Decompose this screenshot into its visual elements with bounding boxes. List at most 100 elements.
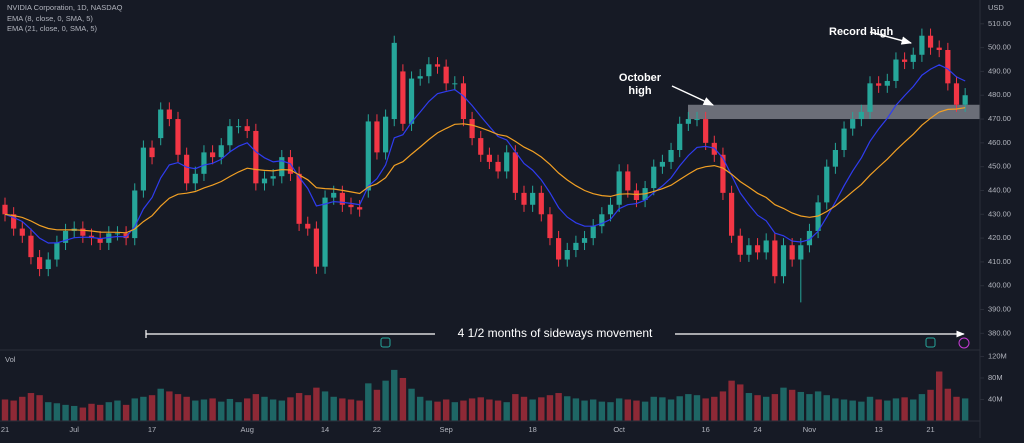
volume-bar	[425, 400, 433, 421]
volume-bar	[866, 396, 874, 421]
volume-bar	[278, 400, 285, 421]
candle-body	[365, 121, 371, 191]
earnings-icon[interactable]	[925, 337, 936, 348]
candle-body	[175, 119, 181, 155]
annotation: Record high	[829, 26, 893, 38]
candle-body	[417, 76, 423, 79]
volume-bar	[650, 396, 657, 421]
y2-tick-label: 120M	[988, 351, 1007, 360]
y2-tick-label: 80M	[988, 373, 1003, 382]
candle-body	[140, 147, 146, 191]
candle-body	[313, 228, 319, 267]
volume-bar	[849, 400, 856, 421]
candle-body	[590, 226, 596, 239]
candle-body	[962, 95, 968, 105]
candle-body	[158, 109, 164, 139]
candle-body	[556, 238, 562, 260]
volume-bar	[339, 398, 346, 421]
event-icon[interactable]	[958, 337, 970, 349]
candle-body	[132, 190, 138, 239]
candle-body	[927, 35, 934, 48]
candle-body	[244, 126, 250, 131]
volume-bar	[728, 380, 735, 421]
volume-bar	[754, 395, 761, 421]
volume-bar	[356, 400, 363, 421]
volume-bar	[780, 387, 787, 421]
volume-bar	[711, 396, 718, 421]
candle-body	[408, 78, 415, 124]
volume-bar	[45, 402, 52, 421]
candle-body	[884, 80, 890, 86]
volume-bar	[261, 396, 268, 421]
candle-body	[192, 173, 198, 184]
volume-bar	[615, 398, 623, 421]
volume-bar	[494, 400, 502, 421]
volume-bar	[321, 391, 329, 421]
x-tick-label: 16	[701, 425, 709, 434]
volume-bar	[131, 398, 138, 421]
y-tick-label: 440.00	[988, 185, 1011, 194]
volume-bar	[944, 388, 952, 421]
volume-bar	[399, 377, 407, 421]
volume-bar	[529, 399, 536, 421]
ema-line	[4, 107, 966, 234]
y-tick-label: 510.00	[988, 19, 1011, 28]
volume-bar	[148, 395, 156, 421]
candle-body	[374, 121, 380, 153]
currency-label: USD	[988, 3, 1004, 12]
candle-body	[564, 250, 570, 260]
candle-body	[166, 109, 172, 120]
volume-bar	[200, 399, 208, 421]
candle-body	[703, 119, 709, 143]
earnings-icon[interactable]	[380, 337, 391, 348]
candle-body	[218, 145, 224, 158]
candle-body	[659, 161, 665, 167]
annotation: October	[619, 72, 662, 84]
volume-bar	[96, 404, 104, 421]
y-tick-label: 500.00	[988, 43, 1011, 52]
y-tick-label: 450.00	[988, 162, 1011, 171]
volume-bar	[295, 393, 303, 421]
volume-bar	[788, 389, 796, 421]
chart-title: NVIDIA Corporation, 1D, NASDAQ	[7, 3, 123, 12]
volume-bar	[875, 399, 882, 421]
volume-bar	[269, 399, 277, 421]
volume-bar	[330, 396, 337, 421]
volume-bar	[304, 395, 311, 421]
volume-bar	[763, 396, 770, 421]
x-tick-label: 21	[1, 425, 9, 434]
volume-bar	[512, 394, 519, 421]
x-tick-label: 14	[321, 425, 329, 434]
volume-bar	[572, 398, 580, 421]
candle-body	[80, 228, 86, 236]
volume-bar	[79, 407, 87, 421]
volume-bar	[10, 400, 17, 421]
volume-bar	[122, 404, 130, 421]
candle-body	[729, 192, 735, 236]
volume-bar	[382, 380, 389, 421]
candle-body	[538, 192, 544, 215]
volume-bar	[538, 397, 545, 421]
candle-body	[460, 83, 467, 120]
volume-bar	[918, 394, 926, 421]
candle-body	[11, 214, 17, 229]
candle-body	[2, 204, 8, 215]
candle-body	[841, 128, 847, 150]
volume-bar	[641, 401, 649, 421]
volume-bar	[408, 388, 415, 421]
candle-body	[434, 64, 441, 67]
candle-body	[763, 240, 769, 253]
volume-bar	[417, 396, 424, 421]
volume-bar	[953, 396, 960, 421]
x-tick-label: Aug	[241, 425, 254, 434]
volume-bar	[19, 396, 26, 421]
candle-body	[348, 204, 354, 208]
candle-body	[504, 152, 510, 172]
candle-body	[607, 204, 614, 215]
x-tick-label: 13	[874, 425, 882, 434]
candle-body	[547, 214, 553, 239]
highlight-zone	[688, 104, 980, 120]
candle-body	[28, 235, 34, 258]
